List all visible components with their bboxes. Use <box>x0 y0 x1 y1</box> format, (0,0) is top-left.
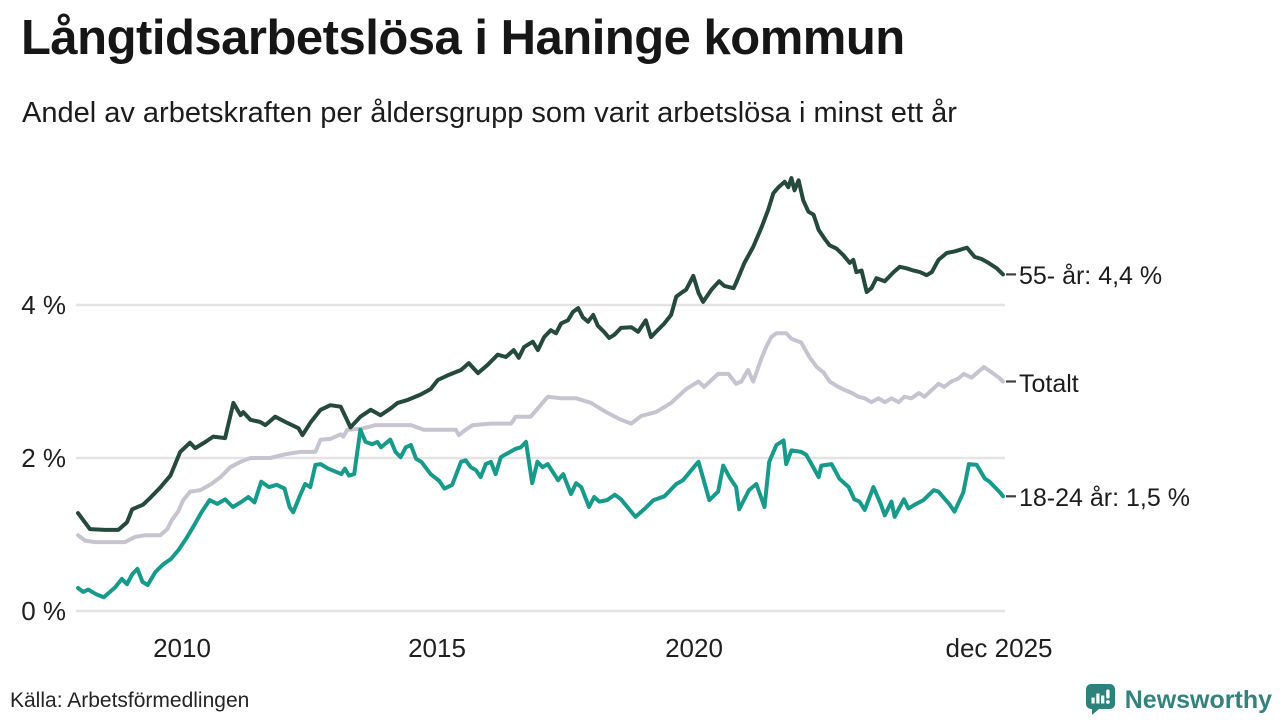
newsworthy-logo-icon <box>1085 684 1115 715</box>
newsworthy-logo: Newsworthy <box>1085 683 1272 717</box>
y-axis-tick-label-0: 0 % <box>21 596 66 626</box>
y-axis-tick-label-4: 4 % <box>21 290 66 320</box>
newsworthy-logo-text: Newsworthy <box>1124 685 1272 714</box>
series-end-label-18-24-ar: 18-24 år: 1,5 % <box>1019 484 1190 512</box>
series-end-label-totalt: Totalt <box>1019 370 1079 398</box>
x-axis-tick-label-2020: 2020 <box>665 633 723 663</box>
series-line-18-24-ar <box>76 427 1005 600</box>
x-axis-tick-label-2010: 2010 <box>153 633 211 663</box>
series-line-55-ar <box>76 176 1005 532</box>
y-axis-tick-label-2: 2 % <box>21 443 66 473</box>
x-axis-tick-label-dec-2025: dec 2025 <box>945 633 1053 663</box>
chart-subtitle: Andel av arbetskraften per åldersgrupp s… <box>22 97 957 129</box>
series-end-label-55-ar: 55- år: 4,4 % <box>1019 262 1163 290</box>
x-axis-tick-label-2015: 2015 <box>408 633 466 663</box>
series-line-totalt <box>76 331 1005 545</box>
chart-title: Långtidsarbetslösa i Haninge kommun <box>21 11 905 65</box>
source-attribution: Källa: Arbetsförmedlingen <box>10 689 250 712</box>
